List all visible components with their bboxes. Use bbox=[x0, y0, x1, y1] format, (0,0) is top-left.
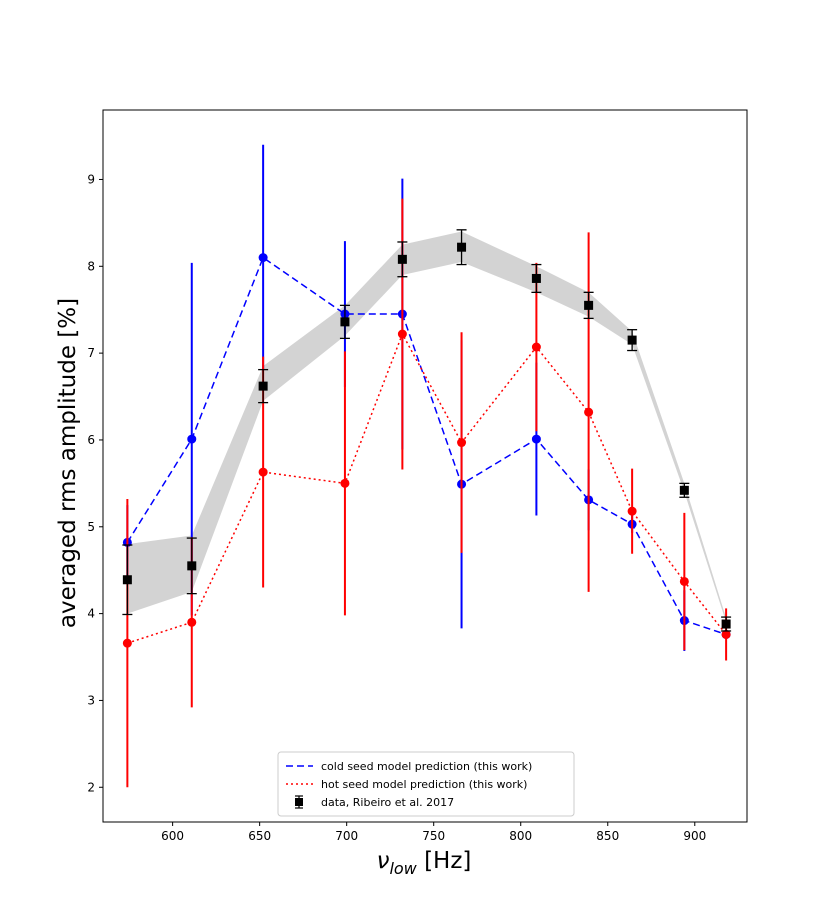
hot-point-10 bbox=[721, 629, 731, 639]
cold-point-1 bbox=[187, 434, 197, 444]
legend-data-label: data, Ribeiro et al. 2017 bbox=[321, 796, 454, 809]
data-uncertainty-band bbox=[127, 231, 727, 623]
hot-point-9 bbox=[679, 576, 689, 586]
y-axis-title: averaged rms amplitude [%] bbox=[55, 298, 81, 628]
legend: cold seed model prediction (this work) h… bbox=[277, 751, 575, 817]
legend-hot-label: hot seed model prediction (this work) bbox=[321, 778, 527, 791]
data-point-9 bbox=[679, 485, 689, 495]
data-point-8 bbox=[627, 335, 637, 345]
x-axis-unit-gap bbox=[417, 848, 424, 874]
x-axis-subscript: low bbox=[389, 859, 417, 878]
x-tick-label-850: 850 bbox=[596, 829, 619, 843]
y-tick-label-8: 8 bbox=[87, 259, 95, 273]
y-tick-label-7: 7 bbox=[87, 346, 95, 360]
legend-box bbox=[277, 751, 575, 817]
x-tick-label-650: 650 bbox=[248, 829, 271, 843]
hot-point-0 bbox=[122, 638, 132, 648]
y-tick-label-3: 3 bbox=[87, 693, 95, 707]
legend-data-marker bbox=[295, 798, 303, 806]
x-axis-symbol: ν bbox=[377, 848, 390, 874]
data-point-5 bbox=[457, 242, 467, 252]
y-tick-label-5: 5 bbox=[87, 520, 95, 534]
x-tick-label-600: 600 bbox=[161, 829, 184, 843]
data-point-2 bbox=[258, 381, 268, 391]
hot-point-2 bbox=[258, 467, 268, 477]
data-point-6 bbox=[531, 273, 541, 283]
hot-point-3 bbox=[340, 478, 350, 488]
x-tick-label-750: 750 bbox=[422, 829, 445, 843]
legend-cold-label: cold seed model prediction (this work) bbox=[321, 760, 532, 773]
x-tick-label-800: 800 bbox=[509, 829, 532, 843]
x-tick-label-700: 700 bbox=[335, 829, 358, 843]
data-point-4 bbox=[397, 254, 407, 264]
y-tick-label-2: 2 bbox=[87, 780, 95, 794]
x-axis-title: νlow [Hz] bbox=[377, 848, 472, 878]
cold-point-6 bbox=[531, 434, 541, 444]
hot-point-4 bbox=[397, 329, 407, 339]
y-tick-label-9: 9 bbox=[87, 172, 95, 186]
hot-point-6 bbox=[531, 342, 541, 352]
x-tick-label-900: 900 bbox=[683, 829, 706, 843]
data-series bbox=[122, 229, 732, 632]
y-tick-label-4: 4 bbox=[87, 607, 95, 621]
plot-frame bbox=[102, 109, 748, 823]
hot-point-1 bbox=[187, 617, 197, 627]
data-point-3 bbox=[340, 317, 350, 327]
series-layer bbox=[122, 144, 732, 788]
hot-point-5 bbox=[457, 438, 467, 448]
y-axis-ticks: 2 3 4 5 6 7 8 9 bbox=[87, 172, 103, 794]
hot-point-8 bbox=[627, 506, 637, 516]
x-axis-unit: [Hz] bbox=[424, 848, 471, 874]
data-point-0 bbox=[122, 575, 132, 585]
cold-point-2 bbox=[258, 253, 268, 263]
hot-point-7 bbox=[584, 407, 594, 417]
y-tick-label-6: 6 bbox=[87, 433, 95, 447]
data-point-1 bbox=[187, 561, 197, 571]
data-point-10 bbox=[721, 619, 731, 629]
data-point-7 bbox=[584, 300, 594, 310]
x-axis-ticks: 600 650 700 750 800 850 900 bbox=[161, 822, 706, 843]
